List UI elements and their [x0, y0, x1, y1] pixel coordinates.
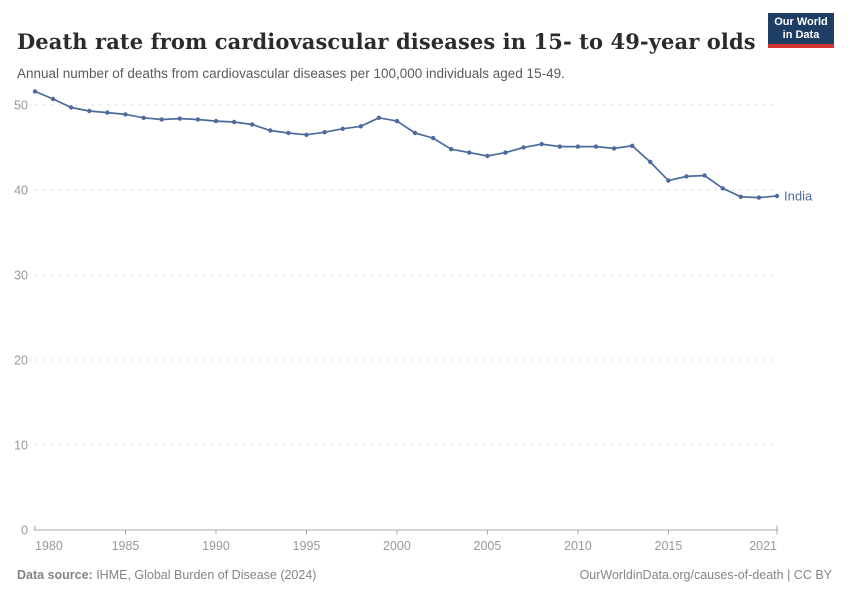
- data-point[interactable]: [268, 128, 273, 133]
- series-line[interactable]: [34, 90, 778, 199]
- data-point[interactable]: [738, 194, 743, 199]
- y-tick-label: 20: [14, 354, 28, 368]
- data-point[interactable]: [756, 195, 762, 200]
- data-source: Data source: IHME, Global Burden of Dise…: [17, 568, 316, 582]
- data-point[interactable]: [286, 130, 291, 136]
- data-point[interactable]: [630, 143, 635, 148]
- series-india[interactable]: [32, 89, 780, 200]
- data-point[interactable]: [774, 193, 780, 199]
- data-source-label: Data source:: [17, 568, 93, 582]
- data-point[interactable]: [376, 115, 382, 121]
- data-point[interactable]: [611, 146, 617, 151]
- data-point[interactable]: [340, 126, 345, 131]
- data-point[interactable]: [358, 124, 363, 129]
- data-point[interactable]: [231, 119, 237, 125]
- data-point[interactable]: [177, 116, 182, 121]
- data-point[interactable]: [430, 135, 436, 141]
- data-point[interactable]: [503, 150, 508, 155]
- x-tick-label: 2000: [383, 539, 411, 553]
- data-point[interactable]: [666, 178, 671, 183]
- x-tick-label: 1995: [293, 539, 321, 553]
- owid-logo-text: Our World in Data: [768, 13, 834, 44]
- chart-title: Death rate from cardiovascular diseases …: [17, 29, 756, 55]
- data-point[interactable]: [485, 153, 490, 159]
- data-point[interactable]: [412, 130, 418, 136]
- credit-link[interactable]: OurWorldinData.org/causes-of-death | CC …: [579, 568, 832, 582]
- data-point[interactable]: [720, 186, 725, 191]
- entity-label-india[interactable]: India: [784, 188, 813, 203]
- data-point[interactable]: [87, 108, 92, 114]
- data-point[interactable]: [684, 174, 689, 179]
- x-tick-label: 1980: [35, 539, 63, 553]
- data-point[interactable]: [557, 144, 562, 149]
- y-tick-label: 50: [14, 99, 28, 113]
- y-tick-label: 40: [14, 184, 28, 198]
- data-point[interactable]: [449, 147, 454, 152]
- x-tick-label: 2010: [564, 539, 592, 553]
- x-tick-label: 1990: [202, 539, 230, 553]
- data-point[interactable]: [575, 144, 581, 149]
- chart-footer: Data source: IHME, Global Burden of Dise…: [17, 568, 832, 588]
- y-tick-label: 10: [14, 439, 28, 453]
- data-point[interactable]: [123, 112, 128, 117]
- data-point[interactable]: [105, 110, 110, 115]
- data-point[interactable]: [213, 118, 219, 124]
- data-point[interactable]: [304, 132, 309, 137]
- y-tick-label: 0: [21, 524, 28, 538]
- data-point[interactable]: [648, 159, 653, 165]
- owid-logo-stripe: [768, 44, 834, 48]
- data-point[interactable]: [50, 96, 56, 102]
- data-point[interactable]: [159, 117, 164, 122]
- data-point[interactable]: [250, 122, 255, 127]
- owid-logo[interactable]: Our World in Data: [768, 13, 834, 48]
- x-tick-label: 2015: [655, 539, 683, 553]
- x-tick-label: 1985: [112, 539, 140, 553]
- data-point[interactable]: [322, 130, 327, 135]
- chart-subtitle: Annual number of deaths from cardiovascu…: [17, 65, 565, 81]
- data-point[interactable]: [195, 117, 201, 122]
- data-point[interactable]: [539, 141, 544, 147]
- x-tick-label: 2005: [474, 539, 502, 553]
- data-point[interactable]: [702, 173, 707, 178]
- data-point[interactable]: [141, 115, 146, 121]
- data-point[interactable]: [521, 145, 526, 150]
- y-tick-label: 30: [14, 269, 28, 283]
- data-source-value: IHME, Global Burden of Disease (2024): [92, 568, 317, 582]
- x-tick-label: 2021: [749, 539, 777, 553]
- data-point[interactable]: [69, 105, 74, 110]
- data-point[interactable]: [394, 118, 400, 124]
- data-point[interactable]: [593, 144, 599, 149]
- data-point[interactable]: [467, 150, 472, 155]
- data-point[interactable]: [32, 89, 38, 94]
